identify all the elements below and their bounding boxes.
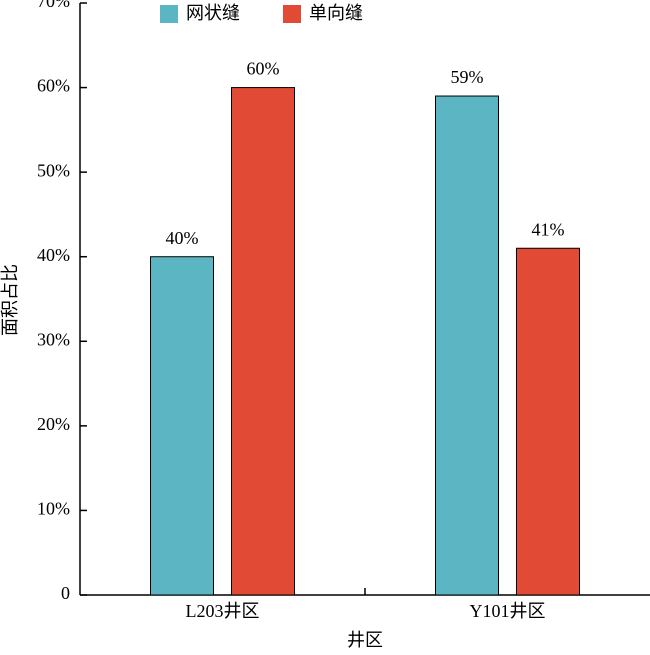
y-tick-label: 30% (37, 329, 70, 349)
x-axis-label: 井区 (347, 630, 383, 650)
legend-label: 网状缝 (186, 3, 240, 23)
legend-label: 单向缝 (309, 3, 363, 23)
data-label: 40% (166, 228, 199, 248)
x-tick-label: L203井区 (186, 601, 260, 621)
y-tick-label: 60% (37, 76, 70, 96)
legend-swatch (160, 5, 178, 23)
bar (516, 247, 580, 596)
legend-swatch (283, 5, 301, 23)
y-tick-label: 0 (61, 583, 70, 603)
y-axis-label: 面积占比 (0, 264, 20, 336)
bar (435, 95, 499, 596)
y-tick-label: 40% (37, 245, 70, 265)
y-tick-label: 10% (37, 499, 70, 519)
x-tick-label: Y101井区 (470, 601, 546, 621)
data-label: 41% (532, 219, 565, 239)
y-tick-label: 70% (37, 0, 70, 11)
y-tick-label: 20% (37, 414, 70, 434)
y-tick-label: 50% (37, 160, 70, 180)
data-label: 60% (247, 59, 280, 79)
bar (150, 256, 214, 596)
bar (231, 87, 295, 596)
data-label: 59% (451, 67, 484, 87)
